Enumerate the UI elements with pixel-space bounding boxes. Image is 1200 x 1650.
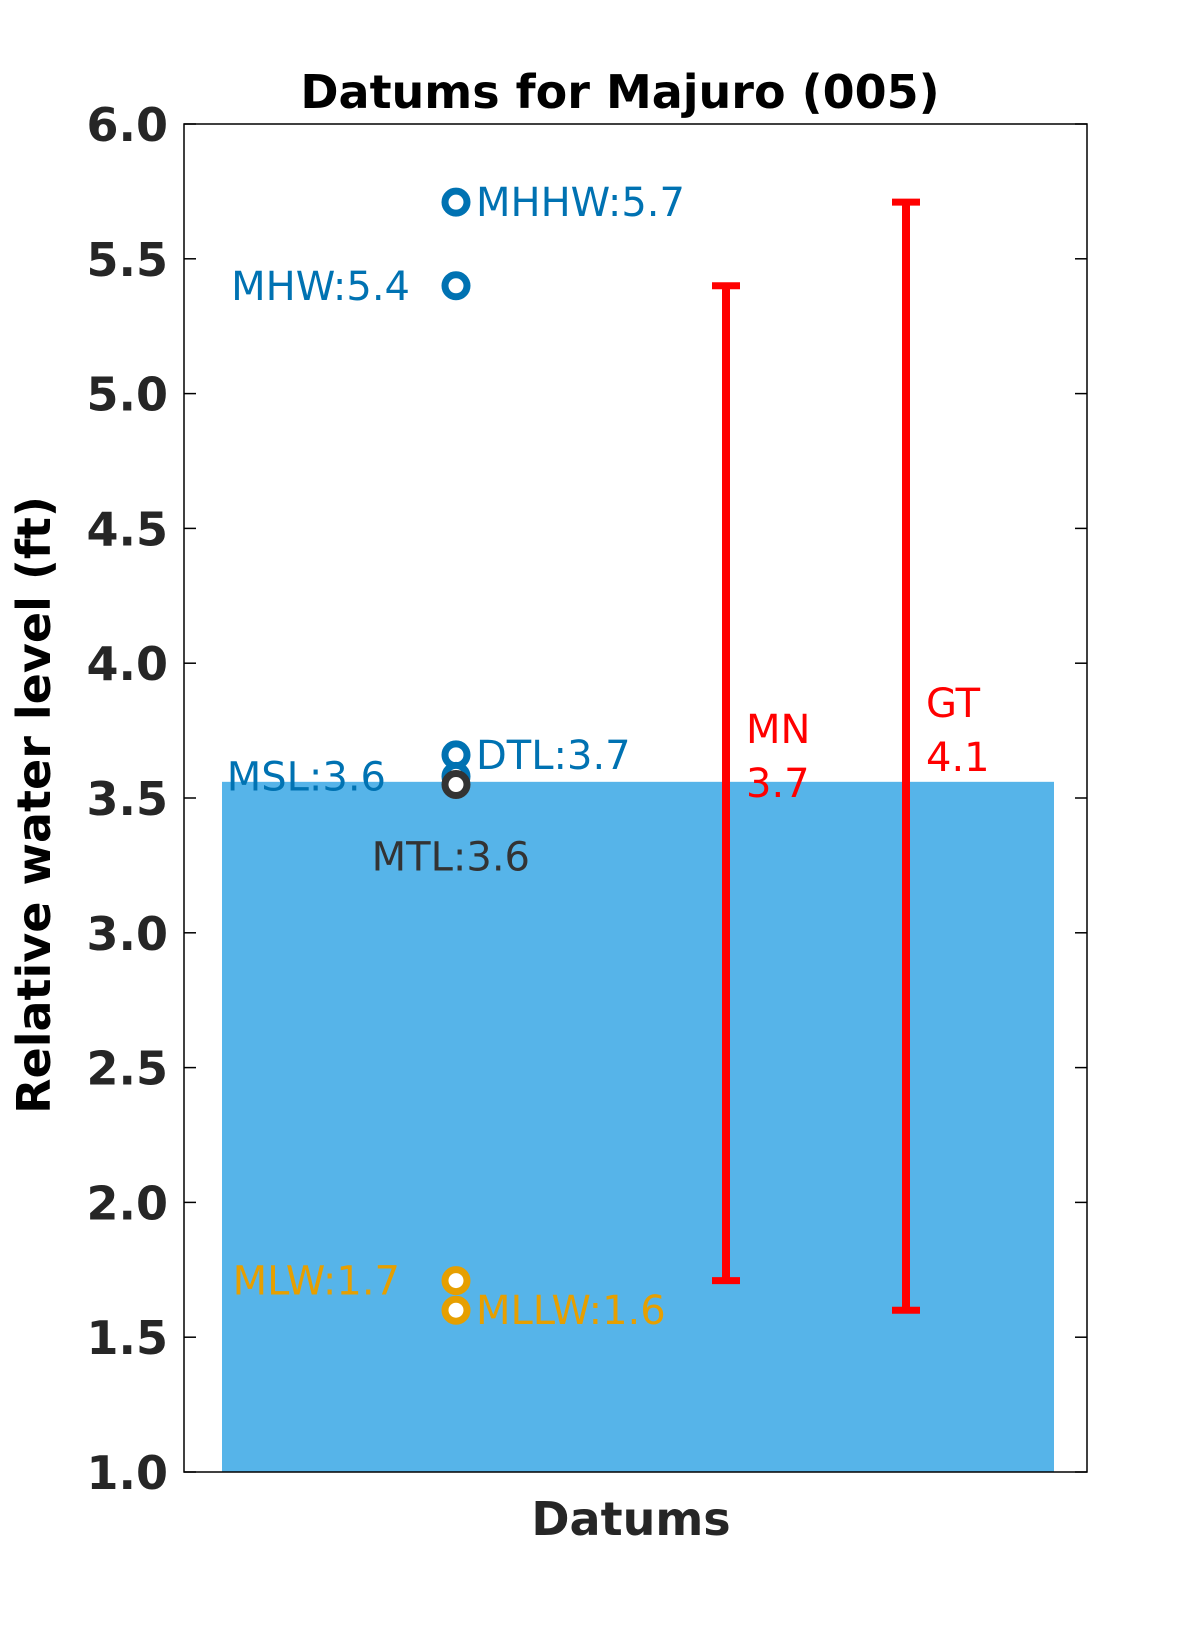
y-axis-label: Relative water level (ft): [7, 496, 61, 1114]
datum-label-mlw: MLW:1.7: [233, 1259, 400, 1305]
datum-marker-mllw: [441, 1295, 471, 1325]
datum-label-dtl: DTL:3.7: [476, 733, 631, 779]
chart-title: Datums for Majuro (005): [300, 65, 939, 119]
mn-range-name: MN: [746, 707, 810, 753]
y-tick-label: 6.0: [87, 98, 169, 152]
y-tick-label: 3.5: [87, 772, 169, 826]
datum-marker-mtl: [441, 770, 471, 800]
y-tick-label: 5.0: [87, 368, 169, 422]
msl-level-bar: [222, 781, 1054, 1472]
datum-label-msl: MSL:3.6: [227, 754, 386, 800]
datum-marker-mhhw: [441, 187, 471, 217]
gt-range-value: 4.1: [926, 735, 990, 781]
datum-label-mhhw: MHHW:5.7: [476, 180, 685, 226]
y-tick-label: 1.0: [87, 1446, 169, 1500]
datum-label-mtl: MTL:3.6: [372, 835, 530, 881]
y-tick-label: 2.0: [87, 1176, 169, 1230]
plot-area: 1.0 1.5 2.0 2.5 3.0 3.5 4.0 4.5 5.0 5.5 6.0 MHHW:5.…: [87, 98, 1088, 1500]
y-tick-label: 1.5: [87, 1311, 169, 1365]
mn-range-value: 3.7: [746, 761, 810, 807]
y-tick-label: 5.5: [87, 233, 169, 287]
datum-marker-mhw: [441, 271, 471, 301]
gt-range-name: GT: [926, 681, 981, 727]
x-axis-label: Datums: [531, 1492, 730, 1546]
y-tick-label: 3.0: [87, 907, 169, 961]
datum-marker-mlw: [441, 1266, 471, 1296]
y-tick-label: 4.0: [87, 637, 169, 691]
datum-label-mllw: MLLW:1.6: [476, 1288, 666, 1334]
y-tick-label: 4.5: [87, 502, 169, 556]
y-tick-label: 2.5: [87, 1042, 169, 1096]
datum-label-mhw: MHW:5.4: [231, 264, 410, 310]
